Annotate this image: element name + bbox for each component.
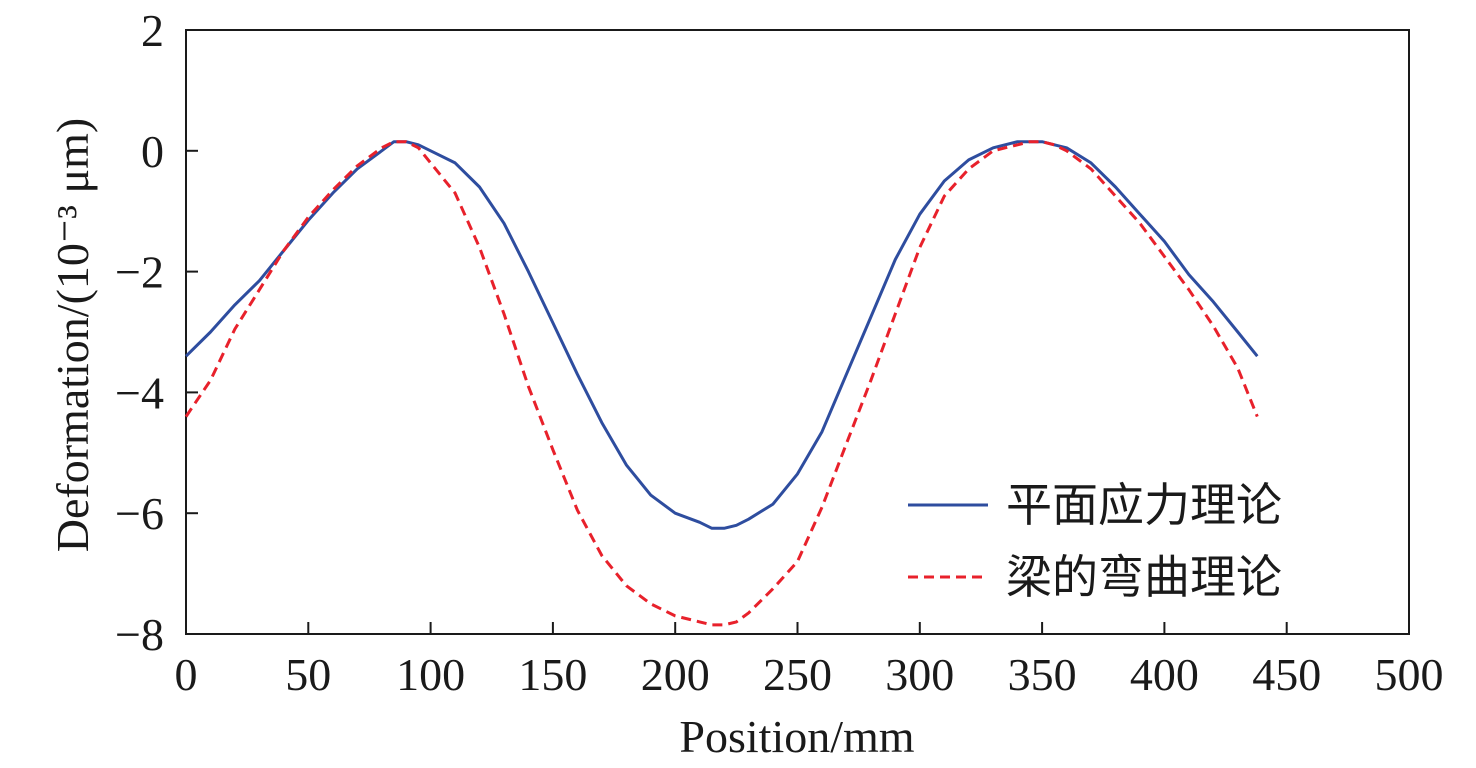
y-axis-ticks: −8 −6 −4 −2 0 2 bbox=[115, 5, 198, 660]
x-axis-title: Position/mm bbox=[679, 711, 914, 762]
series-layer bbox=[184, 140, 1259, 627]
y-tick-label: −8 bbox=[115, 609, 164, 660]
y-tick-label: −2 bbox=[115, 247, 164, 298]
x-tick-label: 400 bbox=[1130, 649, 1199, 700]
x-tick-label: 200 bbox=[641, 649, 710, 700]
legend-label-1: 平面应力理论 bbox=[1006, 478, 1282, 532]
y-tick-label: −4 bbox=[115, 367, 164, 418]
x-tick-label: 300 bbox=[885, 649, 954, 700]
x-tick-label: 150 bbox=[518, 649, 587, 700]
x-tick-label: 50 bbox=[285, 649, 331, 700]
y-axis-title: Deformation/(10⁻³ μm) bbox=[47, 118, 98, 552]
plot-frame bbox=[185, 29, 1410, 635]
y-tick-label: 0 bbox=[141, 126, 164, 177]
x-tick-label: 250 bbox=[763, 649, 832, 700]
y-tick-label: 2 bbox=[141, 5, 164, 56]
y-tick-label: −6 bbox=[115, 488, 164, 539]
x-tick-label: 0 bbox=[175, 649, 198, 700]
x-tick-label: 500 bbox=[1375, 649, 1444, 700]
x-tick-label: 100 bbox=[396, 649, 465, 700]
x-tick-label: 350 bbox=[1008, 649, 1077, 700]
series-line-2 bbox=[184, 140, 1259, 627]
series-line-1 bbox=[184, 140, 1259, 530]
legend-label-2: 梁的弯曲理论 bbox=[1006, 550, 1282, 604]
x-axis-ticks: 0 50 100 150 200 250 300 350 400 450 500 bbox=[175, 622, 1444, 700]
x-tick-label: 450 bbox=[1252, 649, 1321, 700]
